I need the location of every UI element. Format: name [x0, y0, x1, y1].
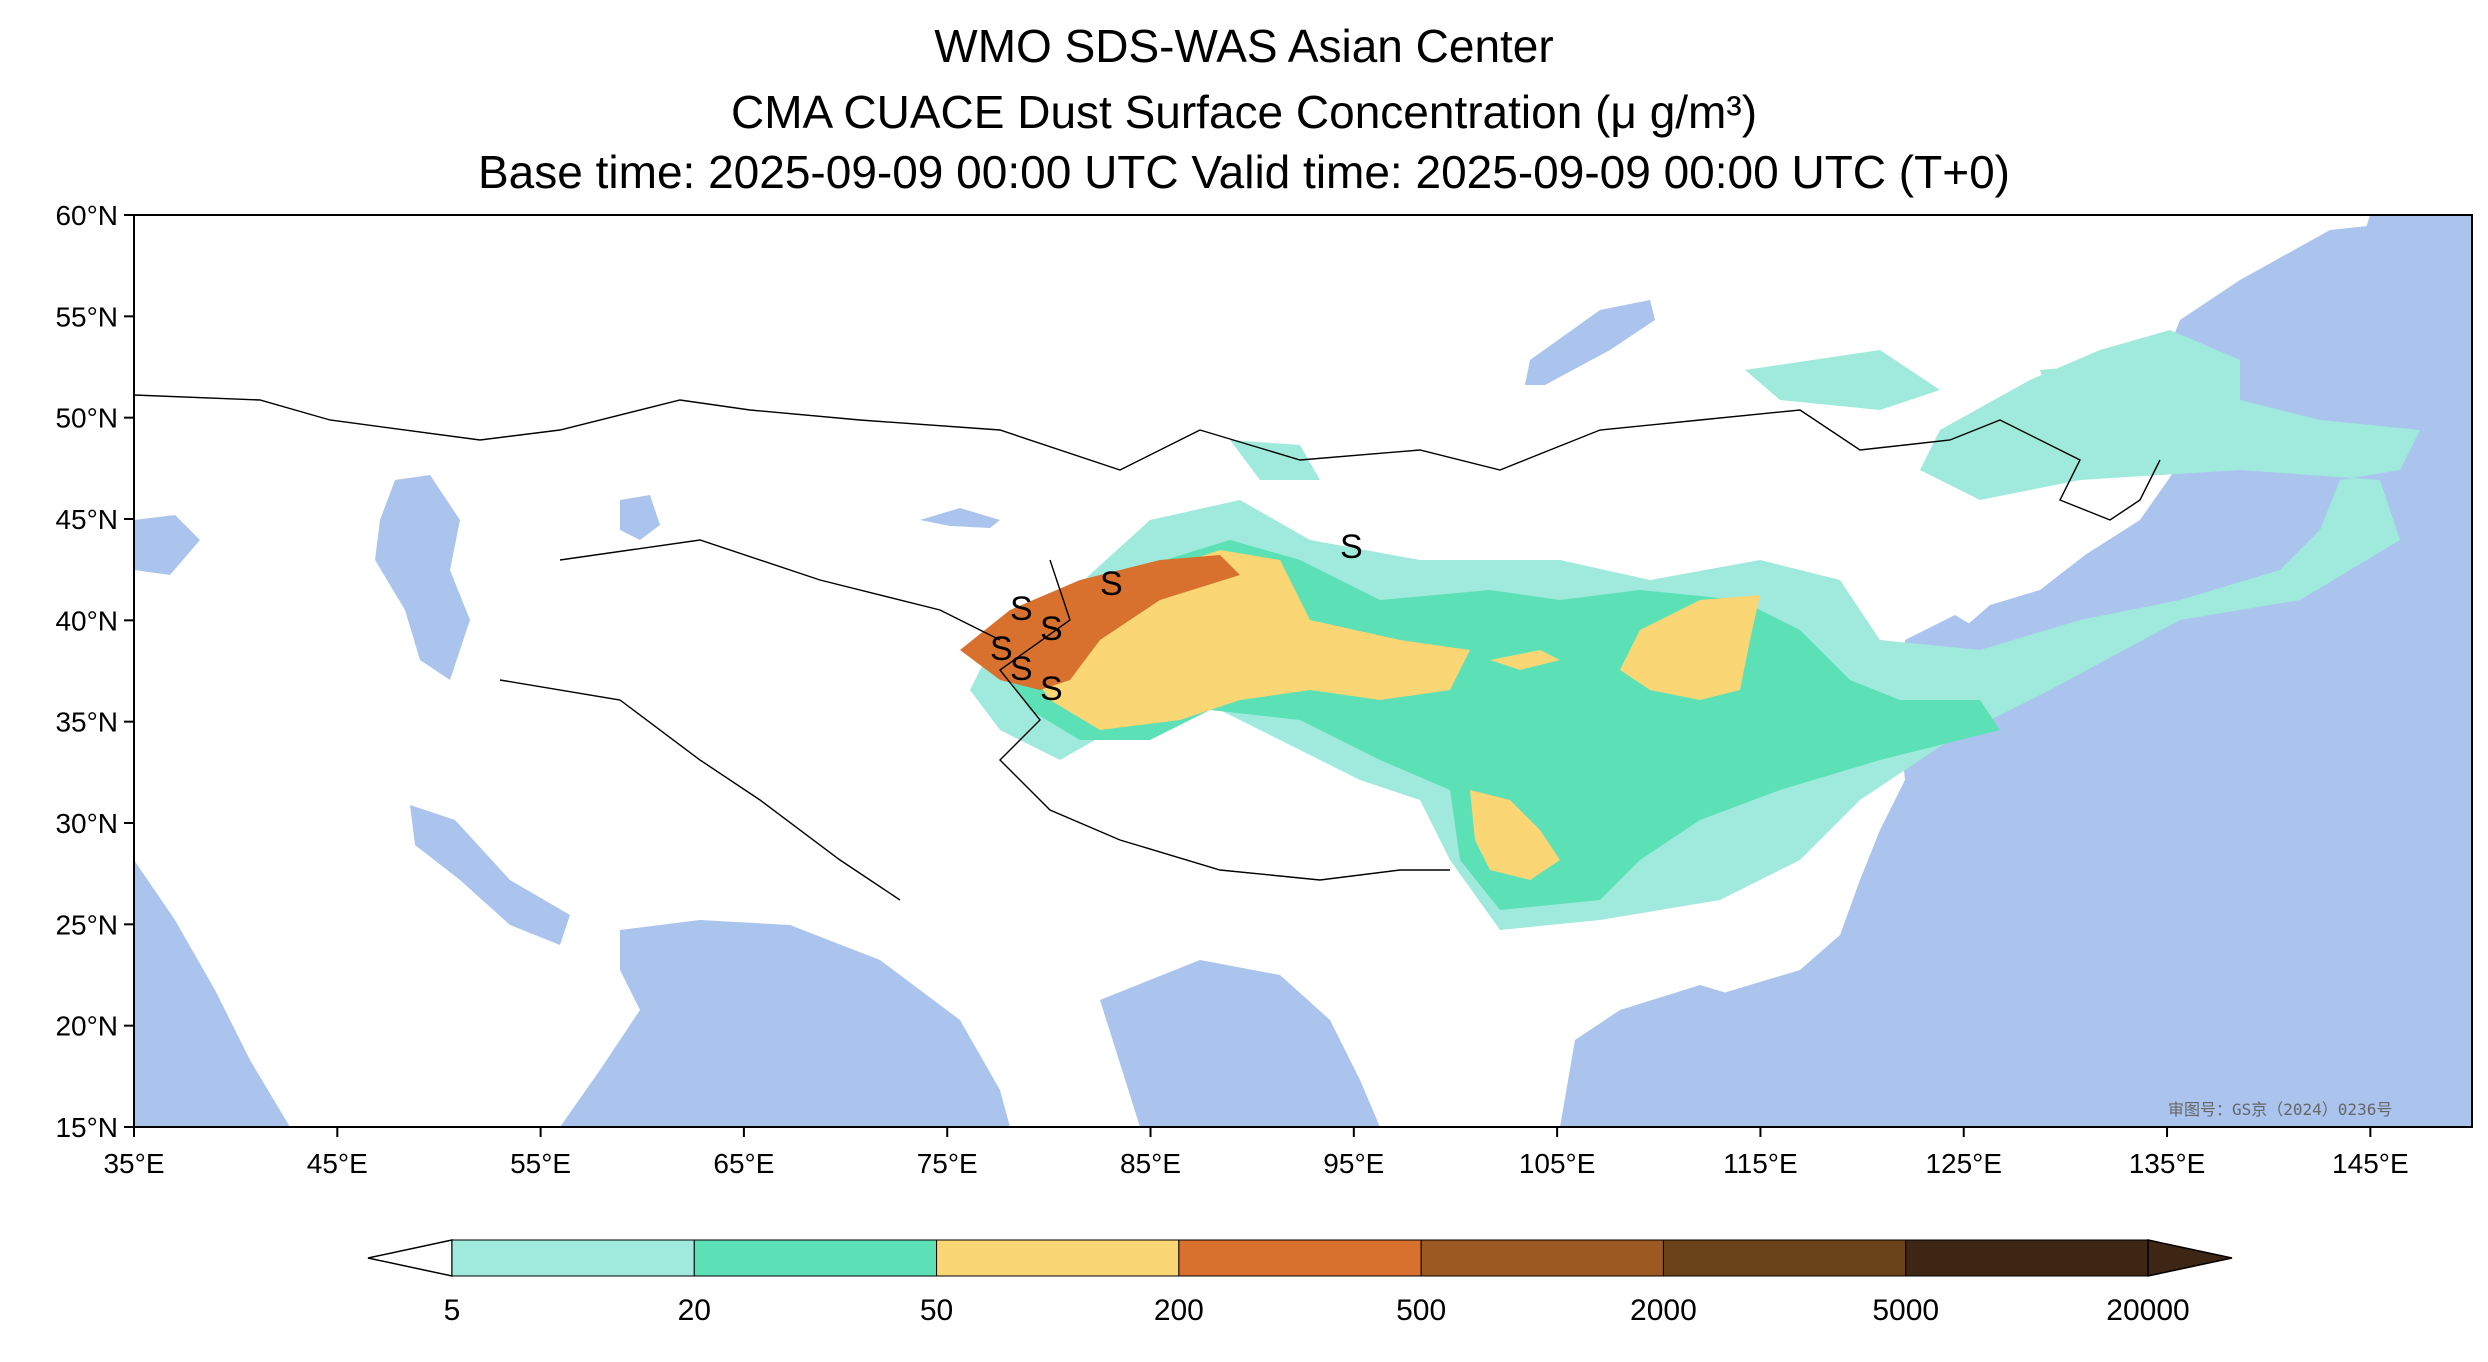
lake-baikal: [1525, 300, 1655, 385]
lat-tick-label: 30°N: [55, 808, 118, 839]
colorbar-level-label: 5: [444, 1294, 461, 1327]
dust-band-50-200-sichuan: [1470, 790, 1560, 880]
persian-gulf: [410, 805, 570, 945]
south-china-sea: [1560, 985, 1880, 1127]
colorbar-segment: [1178, 1239, 1422, 1277]
colorbar-level-label: 2000: [1630, 1294, 1697, 1327]
dust-band-200-500: [960, 555, 1240, 690]
map-title: WMO SDS-WAS Asian Center: [934, 20, 1554, 72]
dust-marker: S: [1010, 650, 1033, 688]
border-russia: [134, 394, 1201, 471]
border-central-asia: [559, 539, 1001, 641]
colorbar-segment: [693, 1239, 938, 1277]
latitude-axis: 60°N 55°N 50°N 45°N 40°N 35°N 30°N 25°N 20°N 15°N: [55, 200, 134, 1143]
lake-balkhash: [920, 508, 1000, 528]
colorbar-segment: [1420, 1239, 1664, 1277]
dust-marker: S: [1340, 528, 1363, 566]
map-area: S S S S S S S 审图号：GS京（2024）0236号: [134, 215, 2472, 1127]
colorbar-level-label: 20000: [2106, 1294, 2189, 1327]
colorbar-extend-max: [2147, 1239, 2233, 1277]
colorbar-level-label: 5000: [1872, 1294, 1939, 1327]
colorbar-level-label: 50: [920, 1294, 953, 1327]
lat-tick-label: 50°N: [55, 403, 118, 434]
lat-tick-label: 60°N: [55, 200, 118, 231]
lon-tick-label: 105°E: [1519, 1148, 1596, 1179]
approval-stamp: 审图号：GS京（2024）0236号: [2168, 1100, 2392, 1119]
lon-tick-label: 85°E: [1120, 1148, 1181, 1179]
longitude-axis: 35°E 45°E 55°E 65°E 75°E 85°E 95°E 105°E 115°E 12…: [103, 1127, 2409, 1179]
lon-tick-label: 45°E: [307, 1148, 368, 1179]
colorbar-level-label: 200: [1154, 1294, 1204, 1327]
sea-of-okhotsk: [2320, 215, 2472, 420]
time-label: Base time: 2025-09-09 00:00 UTC Valid ti…: [478, 146, 2010, 198]
red-sea: [134, 860, 290, 1127]
country-borders: [134, 394, 2161, 901]
dust-marker: S: [990, 630, 1013, 668]
colorbar-labels: 5 20 50 200 500 2000 5000 20000: [444, 1294, 2190, 1327]
dust-marker: S: [1040, 670, 1063, 708]
bay-of-bengal: [1100, 960, 1380, 1127]
colorbar-segment: [451, 1239, 695, 1277]
border-mongolia: [1199, 409, 2161, 521]
lon-tick-label: 55°E: [510, 1148, 571, 1179]
map-frame: [133, 214, 2473, 1128]
lat-tick-label: 40°N: [55, 605, 118, 636]
arabian-sea: [560, 920, 1010, 1127]
dust-marker: S: [1100, 565, 1123, 603]
lon-tick-label: 95°E: [1323, 1148, 1384, 1179]
colorbar-segments: [451, 1239, 2149, 1277]
border-iran-pakistan: [499, 679, 901, 901]
colorbar-segment: [1905, 1239, 2149, 1277]
lat-tick-label: 45°N: [55, 504, 118, 535]
border-china-west: [998, 559, 1450, 881]
colorbar: 5 20 50 200 500 2000 5000 20000: [367, 1239, 2233, 1327]
lon-tick-label: 145°E: [2332, 1148, 2409, 1179]
colorbar-segment: [1662, 1239, 1907, 1277]
dust-band-50-200-alxa: [1490, 650, 1560, 670]
dust-band-5-20-manchuria: [2040, 360, 2220, 420]
lon-tick-label: 135°E: [2129, 1148, 2206, 1179]
lon-tick-label: 125°E: [1925, 1148, 2002, 1179]
colorbar-extend-min: [367, 1239, 453, 1277]
lat-tick-label: 35°N: [55, 707, 118, 738]
lat-tick-label: 55°N: [55, 301, 118, 332]
lat-tick-label: 20°N: [55, 1011, 118, 1042]
dust-concentration-contours: [960, 330, 2420, 930]
dust-marker: S: [1040, 610, 1063, 648]
lon-tick-label: 115°E: [1723, 1148, 1798, 1179]
lon-tick-label: 65°E: [713, 1148, 774, 1179]
aral-sea: [620, 495, 660, 540]
caspian-sea: [375, 475, 470, 680]
lat-tick-label: 15°N: [55, 1112, 118, 1143]
dust-band-50-200-ordos: [1620, 595, 1760, 700]
dust-band-5-20-ne: [1745, 350, 1940, 410]
map-subtitle: CMA CUACE Dust Surface Concentration (μ …: [730, 86, 1758, 138]
dust-marker: S: [1010, 590, 1033, 628]
colorbar-level-label: 20: [678, 1294, 711, 1327]
lon-tick-label: 75°E: [917, 1148, 978, 1179]
colorbar-segment: [936, 1239, 1180, 1277]
dust-band-5-20-dzungaria: [1230, 440, 1320, 480]
lon-tick-label: 35°E: [103, 1148, 164, 1179]
lat-tick-label: 25°N: [55, 909, 118, 940]
colorbar-level-label: 500: [1396, 1294, 1446, 1327]
black-sea: [134, 515, 200, 575]
dust-weather-markers: S S S S S S S: [990, 528, 1363, 708]
